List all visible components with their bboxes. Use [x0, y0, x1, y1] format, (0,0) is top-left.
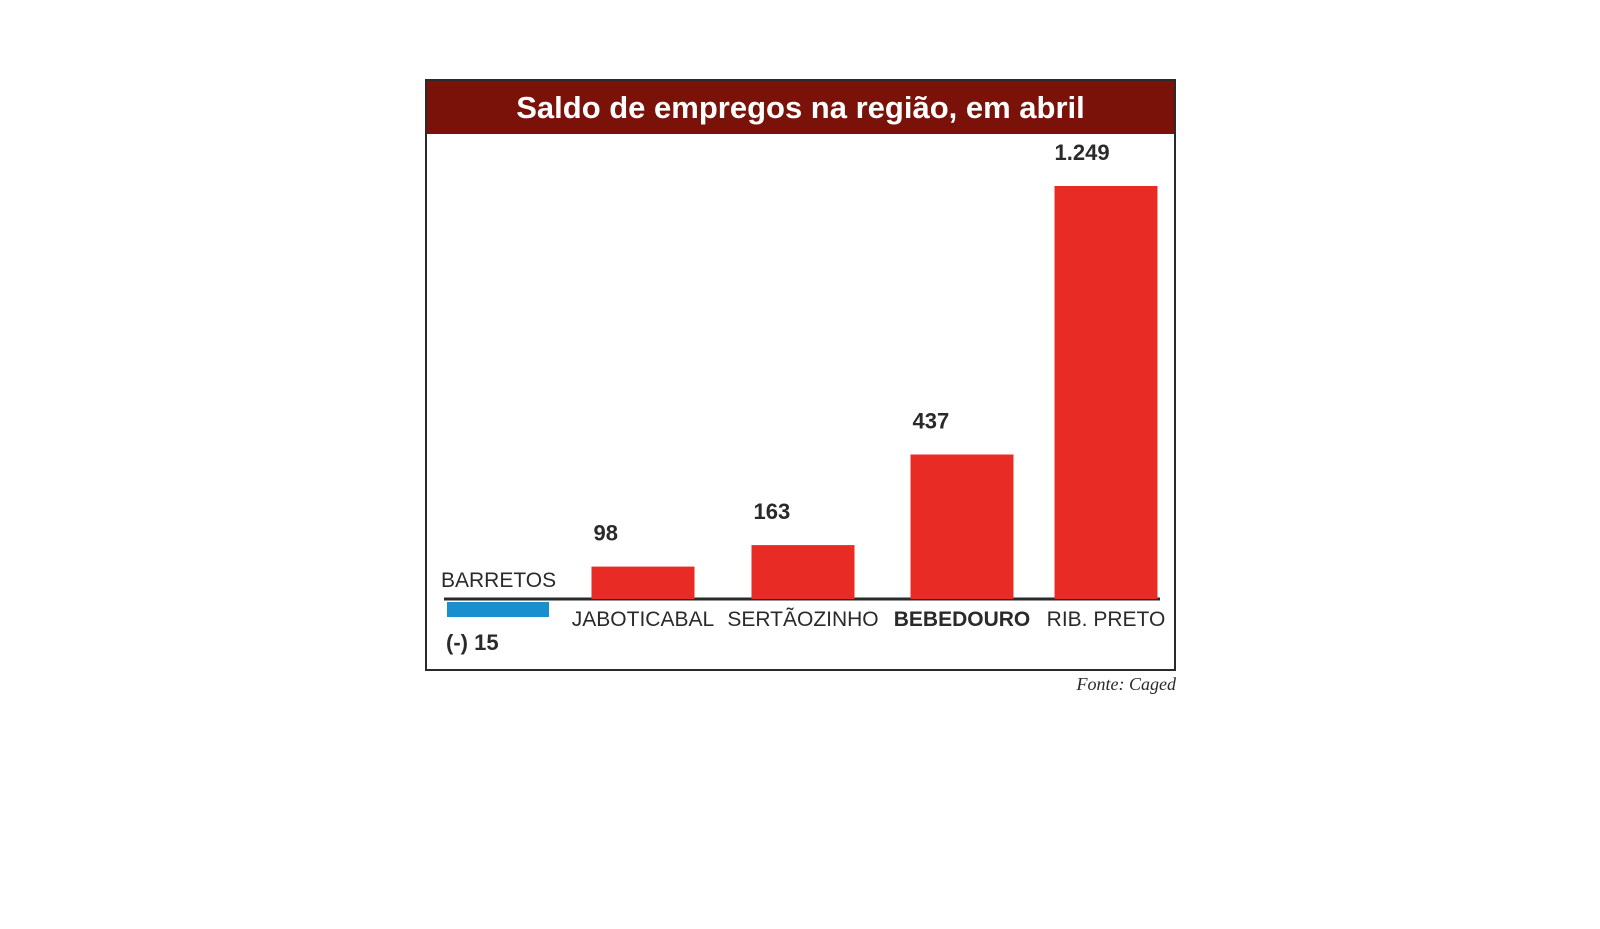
chart-title: Saldo de empregos na região, em abril: [516, 89, 1085, 125]
bar-bebedouro: [910, 454, 1014, 599]
bar-barretos: [447, 602, 549, 617]
data-label-barretos: (-) 15: [446, 630, 499, 655]
bar-jaboticabal: [591, 566, 695, 599]
data-label-sertaozinho: 163: [754, 499, 791, 524]
bar-rib-preto: [1054, 186, 1158, 599]
category-label-sertaozinho: SERTÃOZINHO: [727, 607, 878, 631]
category-label-jaboticabal: JABOTICABAL: [572, 608, 714, 631]
data-label-rib-preto: 1.249: [1055, 140, 1110, 165]
source-note: Fonte: Caged: [1076, 674, 1176, 694]
chart-title-bar: Saldo de empregos na região, em abril: [427, 81, 1174, 134]
category-label-rib-preto: RIB. PRETO: [1047, 608, 1166, 631]
data-label-bebedouro: 437: [913, 408, 950, 433]
bar-sertaozinho: [751, 545, 855, 599]
category-label-barretos: BARRETOS: [441, 569, 556, 592]
data-label-jaboticabal: 98: [594, 521, 618, 546]
category-label-bebedouro: BEBEDOURO: [894, 608, 1031, 631]
